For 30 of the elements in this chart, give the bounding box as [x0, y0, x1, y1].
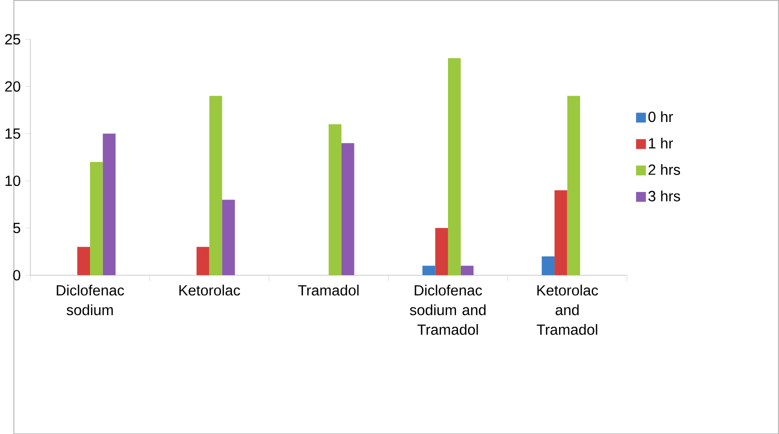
bar [209, 96, 222, 275]
bar [328, 124, 342, 275]
bar [542, 256, 555, 275]
bar [554, 190, 568, 275]
bar [567, 96, 580, 275]
bar [77, 246, 90, 275]
y-tick-label: 15 [6, 128, 20, 139]
y-tick-label: 25 [5, 34, 20, 44]
y-tick-label: 20 [5, 81, 20, 92]
bar [90, 162, 103, 275]
legend-label: 3 hrs [648, 190, 680, 202]
bar [341, 142, 354, 275]
bar [196, 246, 210, 275]
x-tick-label: Ketorolac and Tramadol [536, 284, 598, 335]
legend-label: 1 hr [648, 137, 673, 148]
bar [435, 228, 448, 275]
bar [222, 200, 235, 275]
y-tick-label: 5 [13, 222, 20, 233]
x-tick-label: Ketorolac [179, 284, 240, 296]
legend-label: 2 hrs [648, 164, 680, 175]
bar [422, 266, 436, 275]
x-tick-label: Diclofenac sodium [56, 284, 124, 315]
y-tick-label: 0 [13, 270, 20, 280]
x-tick-label: Diclofenac sodium and Tramadol [410, 284, 486, 335]
bar [448, 58, 461, 275]
legend-label: 0 hr [648, 111, 673, 122]
bar [460, 266, 474, 275]
x-tick-label: Tramadol [298, 284, 359, 296]
bar [102, 133, 116, 275]
y-tick-label: 10 [6, 175, 20, 186]
